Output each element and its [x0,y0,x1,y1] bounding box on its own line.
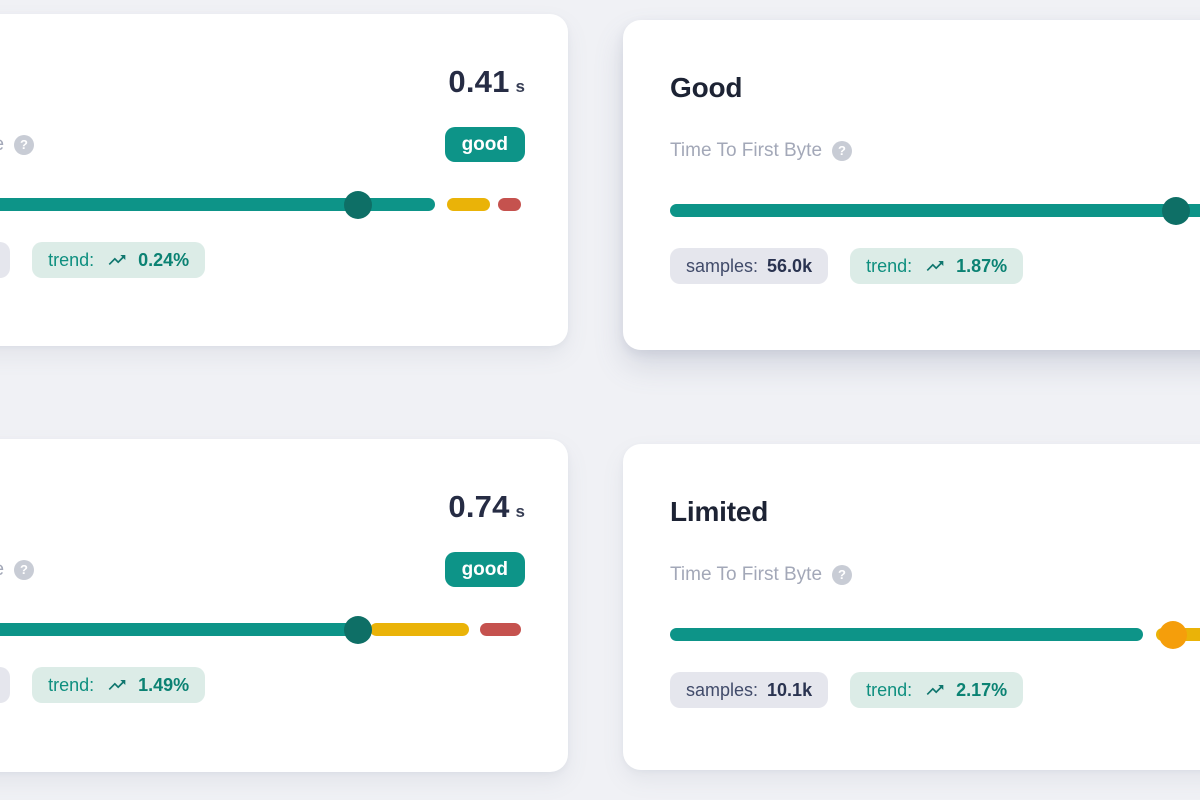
bar-marker-dot [343,190,372,219]
metric-label-row: Time To First Byte ? [670,132,1200,169]
status-badge: good [444,552,525,587]
bar-segment-good [670,628,1143,641]
trend-value: 1.87% [956,255,1008,276]
bar-marker-dot [1159,620,1188,649]
help-icon[interactable]: ? [832,564,853,585]
trend-badge: trend: 1.49% [32,667,206,703]
help-icon[interactable]: ? [14,559,35,580]
samples-value: 56.0k [767,255,813,276]
metric-label: Time To First Byte [0,559,4,581]
card-header: Limited [670,494,1200,530]
metric-value: 0.41 [448,64,510,99]
trending-up-icon [926,261,944,271]
metric-label: Time To First Byte [670,139,823,161]
trend-badge: trend: 0.24% [32,242,206,278]
metric-label-row: Time To First Byte ? good [0,551,525,588]
trend-value: 2.17% [956,679,1008,700]
help-icon[interactable]: ? [832,140,853,161]
bar-marker-dot [1161,196,1190,225]
samples-value: 10.1k [767,679,813,700]
metric-unit: s [515,502,525,521]
metric-label-wrap: Time To First Byte ? [670,139,853,162]
trend-label: trend: [48,249,95,270]
metric-card-bottom-left: 0.74 s Time To First Byte ? good samples… [0,439,568,772]
bar-segment-poor [498,198,521,211]
metric-label: Time To First Byte [670,563,823,585]
bar-marker-dot [343,615,372,644]
trend-badge: trend: 1.87% [850,248,1024,284]
card-title: Limited [670,496,769,527]
trending-up-icon [926,685,944,695]
metric-card-bottom-right: Limited Time To First Byte ? samples: 10… [623,444,1200,770]
card-header: 0.41 s [0,64,525,105]
metric-value: 0.74 [448,489,510,524]
card-badges-row: samples: 44.1k trend: 0.24% [0,242,206,278]
metric-label: Time To First Byte [0,134,4,156]
status-badge: good [444,127,525,162]
trending-up-icon [108,255,126,265]
samples-label: samples: [686,255,759,276]
trend-badge: trend: 2.17% [850,672,1024,708]
help-icon[interactable]: ? [14,134,35,155]
bar-segment-good [0,623,358,636]
bar-segment-warn [370,623,469,636]
metric-range-bar [670,620,1200,649]
metric-label-row: Time To First Byte ? [670,556,1200,593]
metric-card-top-right: Good Time To First Byte ? samples: 56.0k… [623,20,1200,350]
trending-up-icon [108,680,126,690]
metric-label-wrap: Time To First Byte ? [670,563,853,586]
card-header: 0.74 s [0,489,525,530]
trend-value: 1.49% [138,674,190,695]
samples-badge: samples: 44.1k [0,242,11,278]
metric-label-wrap: Time To First Byte ? [0,134,35,156]
samples-badge: samples: 48.3k [0,667,11,703]
samples-badge: samples: 56.0k [670,248,829,284]
samples-label: samples: [686,679,759,700]
metric-range-bar [0,615,521,644]
metric-card-top-left: 0.41 s Time To First Byte ? good samples… [0,14,568,346]
trend-label: trend: [48,674,95,695]
bar-segment-poor [479,623,521,636]
card-badges-row: samples: 56.0k trend: 1.87% [670,248,1024,284]
trend-label: trend: [866,679,913,700]
trend-value: 0.24% [138,249,190,270]
metric-value-wrap: 0.74 s [448,489,525,530]
card-badges-row: samples: 48.3k trend: 1.49% [0,667,206,703]
bar-segment-warn [447,198,490,211]
metric-range-bar [670,196,1200,225]
metric-value-wrap: 0.41 s [448,64,525,105]
card-header: Good [670,70,1200,106]
metric-unit: s [515,77,525,96]
card-badges-row: samples: 10.1k trend: 2.17% [670,672,1024,708]
bar-segment-good [0,198,436,211]
metric-label-row: Time To First Byte ? good [0,126,525,163]
card-title: Good [670,72,743,103]
samples-badge: samples: 10.1k [670,672,829,708]
trend-label: trend: [866,255,913,276]
metric-label-wrap: Time To First Byte ? [0,559,35,581]
bar-segment-good [670,204,1200,217]
metric-range-bar [0,190,521,219]
